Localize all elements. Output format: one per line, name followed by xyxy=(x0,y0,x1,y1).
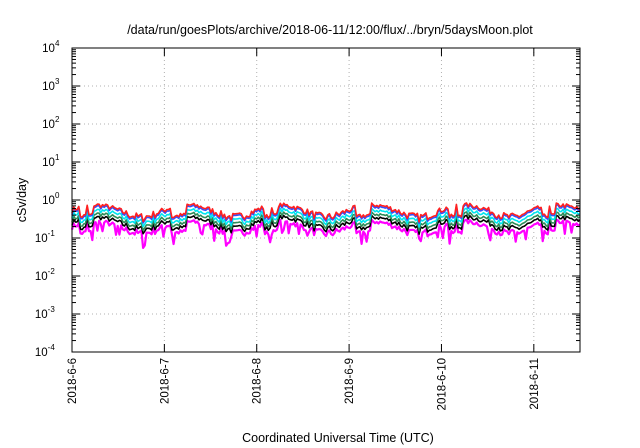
x-tick-label: 2018-6-7 xyxy=(159,358,171,404)
chart-title: /data/run/goesPlots/archive/2018-06-11/1… xyxy=(127,23,533,37)
y-tick-label: 10-1 xyxy=(35,229,55,245)
x-tick-label: 2018-6-11 xyxy=(529,358,541,410)
series-line-6 xyxy=(71,202,581,223)
y-tick-label: 102 xyxy=(42,115,60,131)
series-line-2 xyxy=(71,214,581,235)
y-tick-label: 10-4 xyxy=(35,343,55,359)
y-tick-label: 104 xyxy=(42,39,60,55)
x-tick-label: 2018-6-10 xyxy=(436,358,448,410)
x-axis: 2018-6-6 2018-6-7 2018-6-8 2018-6-9 2018-6-1… xyxy=(67,48,541,410)
y-tick-label: 100 xyxy=(42,191,60,207)
grid xyxy=(72,48,580,352)
series-group xyxy=(70,202,581,249)
x-tick-label: 2018-6-8 xyxy=(252,358,264,404)
y-axis-label: cSv/day xyxy=(15,177,29,222)
x-axis-label: Coordinated Universal Time (UTC) xyxy=(242,431,434,445)
x-tick-label: 2018-6-9 xyxy=(344,358,356,404)
series-line-4 xyxy=(71,207,581,228)
y-tick-label: 10-3 xyxy=(35,305,55,321)
x-tick-label: 2018-6-6 xyxy=(67,358,79,404)
y-tick-label: 103 xyxy=(42,77,60,93)
series-line-1 xyxy=(70,218,581,249)
y-axis: 10-4 10-3 10-2 10-1 100 101 102 103 104 xyxy=(35,39,580,359)
y-tick-label: 10-2 xyxy=(35,267,55,283)
series-line-3 xyxy=(71,211,581,232)
y-tick-label: 101 xyxy=(42,153,60,169)
